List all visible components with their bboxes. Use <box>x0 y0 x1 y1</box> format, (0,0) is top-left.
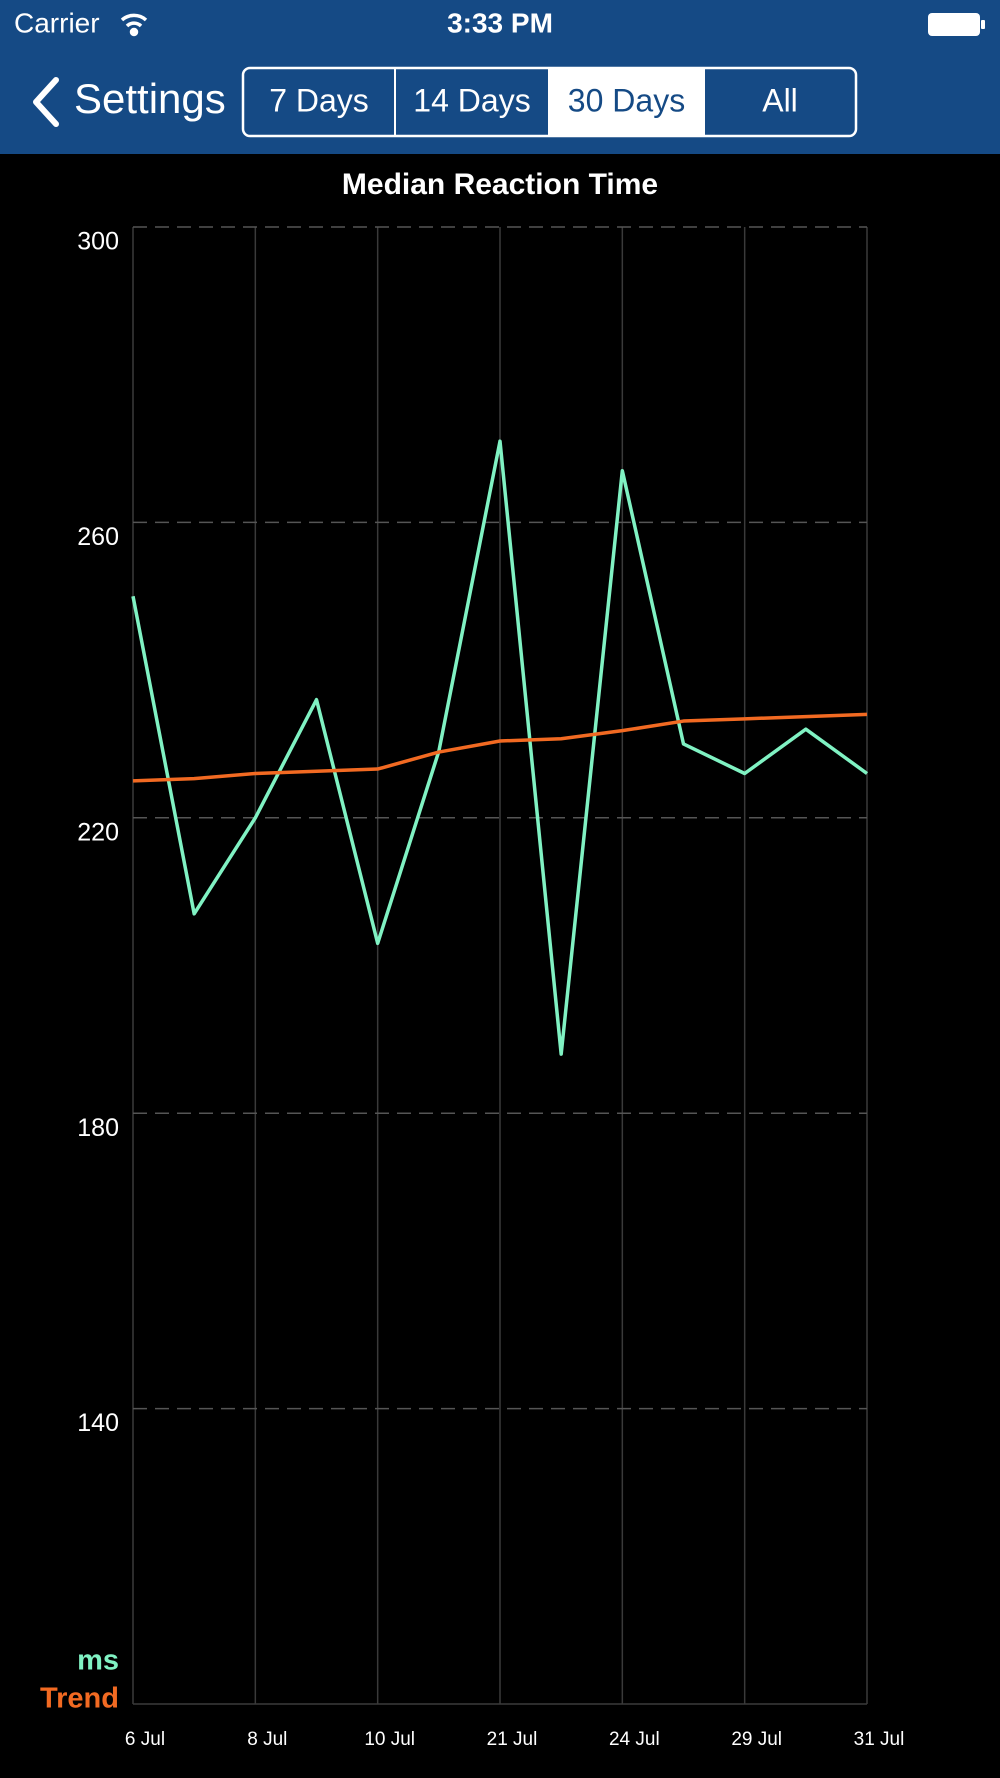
back-button[interactable]: Settings <box>33 75 226 127</box>
segment-label[interactable]: 30 Days <box>568 82 685 118</box>
clock: 3:33 PM <box>447 7 553 38</box>
x-tick-label: 29 Jul <box>731 1729 782 1750</box>
chart-title: Median Reaction Time <box>342 168 658 201</box>
x-tick-label: 6 Jul <box>125 1729 165 1750</box>
segment-label[interactable]: 14 Days <box>413 82 530 118</box>
segment-label[interactable]: 7 Days <box>269 82 369 118</box>
x-tick-label: 21 Jul <box>487 1729 538 1750</box>
legend-entry: ms <box>77 1645 119 1677</box>
battery-icon <box>928 13 985 36</box>
x-tick-label: 10 Jul <box>364 1729 415 1750</box>
x-tick-label: 24 Jul <box>609 1729 660 1750</box>
legend-entry: Trend <box>40 1683 119 1715</box>
y-tick-label: 220 <box>77 818 119 846</box>
back-chevron <box>33 77 59 127</box>
x-tick-label: 31 Jul <box>854 1729 905 1750</box>
series-line <box>131 439 869 1056</box>
wifi-icon <box>120 13 148 37</box>
segment[interactable] <box>549 68 704 136</box>
y-tick-label: 300 <box>77 228 119 256</box>
y-tick-label: 180 <box>77 1114 119 1142</box>
carrier: Carrier <box>14 7 100 38</box>
segment-label[interactable]: All <box>762 82 798 118</box>
y-tick-label: 260 <box>77 523 119 551</box>
segmented-control: 7 Days 14 Days 30 Days All <box>241 66 858 138</box>
plot: 6 Jul 8 Jul 10 Jul 21 Jul 24 Jul 29 Jul 31 Jul… <box>40 226 905 1750</box>
segment[interactable] <box>243 68 395 136</box>
series-line <box>132 712 868 783</box>
segment[interactable] <box>395 68 549 136</box>
back-label[interactable]: Settings <box>74 75 226 122</box>
y-tick-label: 140 <box>77 1409 119 1437</box>
segment[interactable] <box>704 68 856 136</box>
x-tick-label: 8 Jul <box>247 1729 287 1750</box>
